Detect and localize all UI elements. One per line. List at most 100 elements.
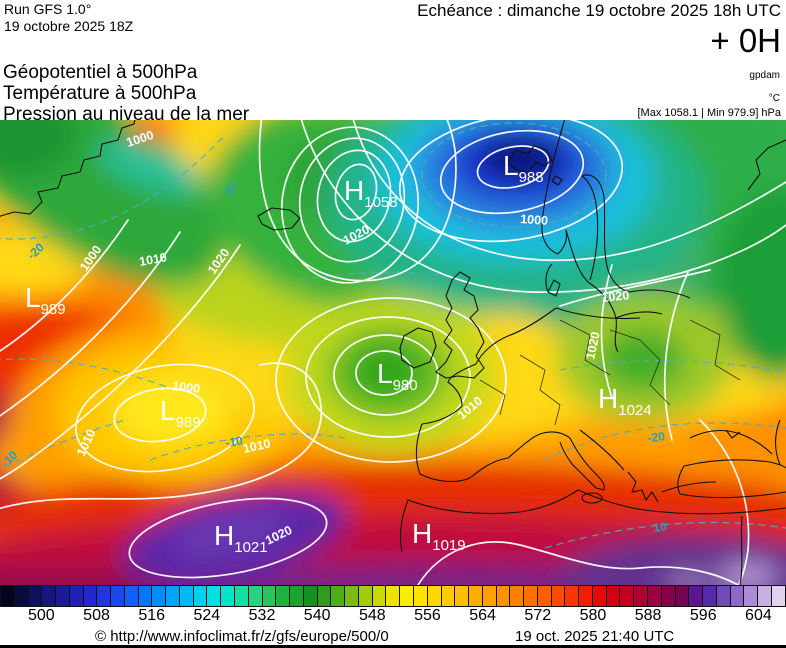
- map-color-field: [0, 120, 786, 585]
- colorbar-cell: [482, 586, 497, 606]
- colorbar-cell: [207, 586, 222, 606]
- coastlines: [0, 120, 786, 585]
- isobar-label: 1000: [172, 379, 201, 396]
- colorbar-cell: [97, 586, 112, 606]
- colorbar-cell: [69, 586, 84, 606]
- colorbar-tick: 548: [358, 607, 386, 624]
- colorbar-cell: [537, 586, 552, 606]
- forecast-validity-label: Echéance : dimanche 19 octobre 2025 18h …: [417, 1, 781, 20]
- unit-temperature-label: °C: [768, 93, 780, 104]
- colorbar-cell: [675, 586, 690, 606]
- colorbar-tick: 524: [193, 607, 221, 624]
- temperature-label: -10: [224, 434, 243, 450]
- colorbar-cell: [427, 586, 442, 606]
- colorbar-cell: [345, 586, 359, 606]
- isobar-label: 1020: [583, 330, 602, 360]
- colorbar-cell: [124, 586, 139, 606]
- isobar-label: 1010: [138, 250, 168, 269]
- colorbar-tick-labels: 500 508 516 524 532 540 548 556 564 572 580 588 596 6…: [0, 606, 786, 627]
- run-date-label: 19 octobre 2025 18Z: [4, 18, 134, 34]
- colorbar-tick: 508: [83, 607, 110, 624]
- colorbar-cell: [14, 586, 29, 606]
- field-title-temperature: Température à 500hPa: [3, 83, 197, 104]
- colorbar-cell: [620, 586, 635, 606]
- colorbar-cell: [235, 586, 249, 606]
- colorbar-cell: [441, 586, 456, 606]
- temperature-label: -20: [221, 180, 239, 201]
- colorbar-cell: [111, 586, 125, 606]
- colorbar-cell: [661, 586, 676, 606]
- colorbar-cell: [744, 586, 759, 606]
- colorbar-cell: [400, 586, 414, 606]
- colorbar-cell: [565, 586, 580, 606]
- colorbar-tick: 556: [414, 607, 441, 624]
- colorbar-cell: [634, 586, 648, 606]
- bottom-border: [0, 645, 786, 648]
- weather-map: H1058 L988 L989 L980 L989 H1024 H1021 H1019 1000…: [0, 120, 786, 585]
- colorbar-tick: 580: [579, 607, 607, 624]
- colorbar-cell: [358, 586, 373, 606]
- colorbar-tick: 572: [524, 607, 552, 624]
- temperature-label: 10: [652, 519, 667, 535]
- generation-timestamp: 19 oct. 2025 21:40 UTC: [515, 628, 675, 645]
- colorbar-cell: [372, 586, 387, 606]
- colorbar-tick: 532: [248, 607, 276, 624]
- isobar-contours: [0, 120, 786, 585]
- colorbar-cell: [193, 586, 208, 606]
- colorbar-cell: [469, 586, 483, 606]
- colorbar-cell: [592, 586, 607, 606]
- colorbar-cell: [579, 586, 593, 606]
- colorbar-cell: [386, 586, 401, 606]
- colorbar-cell: [1, 586, 15, 606]
- geopotential-colorbar: [0, 585, 786, 607]
- copyright-link: © http://www.infoclimat.fr/z/gfs/europe/…: [95, 628, 389, 645]
- colorbar-cell: [647, 586, 662, 606]
- colorbar-tick: 604: [745, 607, 772, 624]
- colorbar-tick: 588: [634, 607, 662, 624]
- isobar-label: 1020: [601, 288, 630, 305]
- colorbar-cell: [524, 586, 538, 606]
- colorbar-cell: [152, 586, 167, 606]
- colorbar-tick: 564: [469, 607, 496, 624]
- colorbar-cell: [689, 586, 704, 606]
- field-title-geopotential: Géopotentiel à 500hPa: [3, 62, 198, 83]
- unit-geopotential-label: gpdam: [749, 70, 780, 81]
- colorbar-cell: [303, 586, 318, 606]
- colorbar-cell: [138, 586, 153, 606]
- colorbar-cell: [716, 586, 731, 606]
- colorbar-cell: [703, 586, 717, 606]
- forecast-step-label: + 0H: [710, 22, 781, 59]
- colorbar-cell: [42, 586, 57, 606]
- pressure-minmax-label: [Max 1058.1 | Min 979.9] hPa: [637, 107, 782, 119]
- isobar-label: 1000: [520, 212, 549, 228]
- colorbar-tick: 596: [689, 607, 717, 624]
- run-model-label: Run GFS 1.0°: [4, 1, 92, 17]
- colorbar-cell: [455, 586, 470, 606]
- colorbar-tick: 500: [28, 607, 55, 624]
- temperature-label: -20: [647, 429, 666, 445]
- colorbar-cell: [317, 586, 332, 606]
- colorbar-cell: [730, 586, 745, 606]
- colorbar-cell: [510, 586, 525, 606]
- colorbar-cell: [771, 586, 786, 606]
- colorbar-cell: [248, 586, 263, 606]
- colorbar-cell: [56, 586, 70, 606]
- colorbar-cell: [166, 586, 180, 606]
- colorbar-cell: [496, 586, 511, 606]
- colorbar-cell: [262, 586, 277, 606]
- colorbar-cell: [179, 586, 194, 606]
- colorbar-cell: [28, 586, 43, 606]
- colorbar-cell: [83, 586, 98, 606]
- colorbar-cell: [290, 586, 304, 606]
- colorbar-cell: [221, 586, 236, 606]
- colorbar-tick: 540: [303, 607, 331, 624]
- colorbar-cell: [551, 586, 566, 606]
- colorbar-cell: [331, 586, 346, 606]
- temperature-contours: [0, 122, 786, 549]
- colorbar-cell: [276, 586, 291, 606]
- colorbar-cell: [413, 586, 428, 606]
- colorbar-cell: [606, 586, 621, 606]
- isobar-label: 1010: [242, 436, 272, 455]
- colorbar-cell: [758, 586, 772, 606]
- colorbar-tick: 516: [138, 607, 166, 624]
